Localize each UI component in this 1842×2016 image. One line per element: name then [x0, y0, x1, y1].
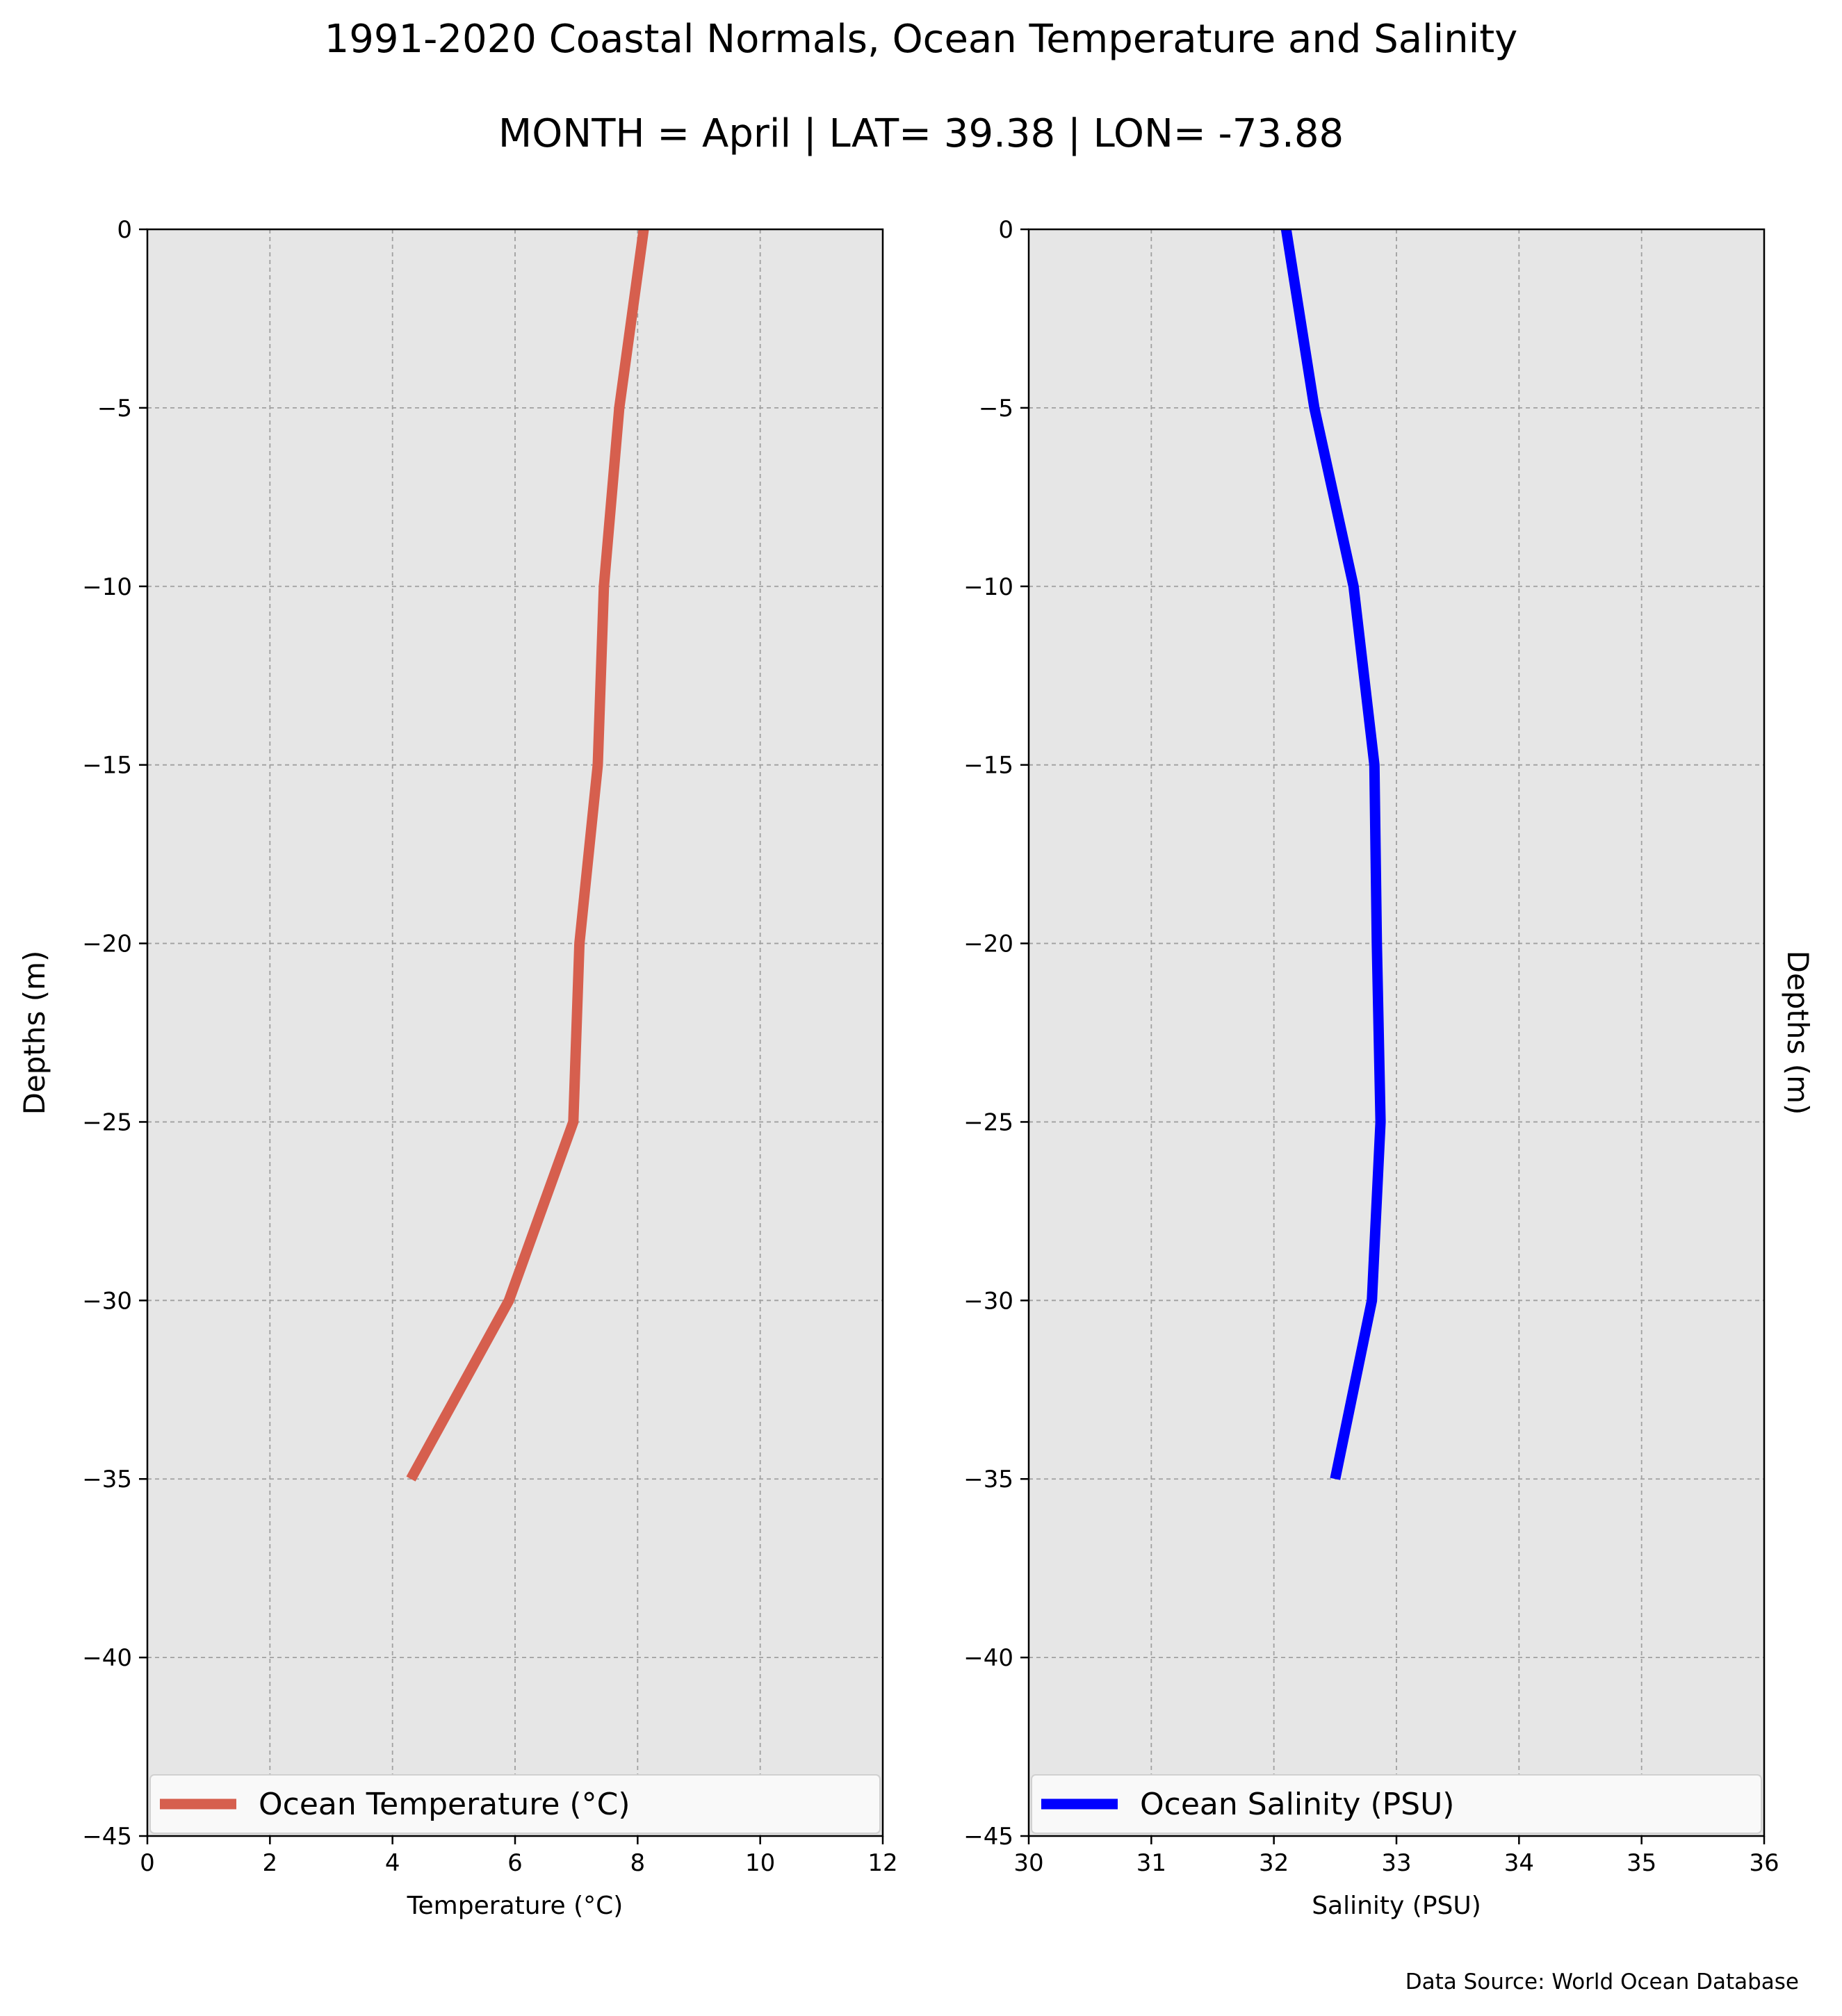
panel2-series-line [1280, 228, 1386, 1480]
panel1-y-tick-label: −25 [82, 1108, 132, 1136]
panel2-x-tick-label: 31 [1136, 1849, 1166, 1877]
panel2-y-tick-label: −20 [963, 931, 1013, 958]
panel2-legend-box [1031, 1774, 1762, 1834]
chart-canvas: 0 2 4 6 8 10 12 0 −5 −10 −15 −20 −25 −30 −35 −40 −45 Temp… [17, 216, 1815, 1920]
panel1-x-tick-label: 2 [263, 1849, 278, 1877]
panel2-x-tick-label: 33 [1381, 1849, 1411, 1877]
panel2-y-axis-label: Depths (m) [1781, 951, 1815, 1115]
panel1-legend-box [149, 1774, 881, 1834]
panel1-y-tick-label: 0 [117, 216, 132, 244]
panel2-x-tick-label: 34 [1504, 1849, 1534, 1877]
panel1-x-tick-label: 10 [745, 1849, 775, 1877]
panel2-x-axis-label: Salinity (PSU) [1312, 1892, 1481, 1920]
panel2-y-tick-label: −35 [963, 1466, 1013, 1493]
panel1-x-axis-label: Temperature (°C) [407, 1892, 623, 1920]
chart-subtitle: MONTH = April | LAT= 39.38 | LON= -73.88 [498, 111, 1344, 156]
panel2-x-tick-label: 35 [1627, 1849, 1656, 1877]
panel1-y-tick-label: −30 [82, 1287, 132, 1315]
panel2-y-tick-label: −15 [963, 752, 1013, 780]
data-source-note: Data Source: World Ocean Database [1405, 1969, 1799, 1994]
panel2-y-tick-label: −5 [979, 395, 1013, 423]
panel1-x-tick-label: 0 [140, 1849, 155, 1877]
panel1-x-tick-label: 12 [867, 1849, 897, 1877]
panel2-x-tick-label: 30 [1013, 1849, 1043, 1877]
panel1-series-line [406, 228, 649, 1482]
panel1-y-tick-label: −5 [97, 395, 132, 423]
panel1-x-tick-label: 8 [630, 1849, 646, 1877]
panel1-x-tick-label: 6 [507, 1849, 523, 1877]
panel1-x-tick-label: 4 [385, 1849, 400, 1877]
panel1-y-tick-label: −40 [82, 1644, 132, 1672]
panel2-y-tick-label: −40 [963, 1644, 1013, 1672]
panel1-legend-label: Ocean Temperature (°C) [259, 1787, 630, 1822]
panel1-y-tick-label: −20 [82, 931, 132, 958]
panel1-y-tick-label: −15 [82, 752, 132, 780]
panel1-y-axis-label: Depths (m) [17, 951, 51, 1115]
chart-title: 1991-2020 Coastal Normals, Ocean Tempera… [324, 17, 1518, 62]
panel2-x-tick-label: 36 [1749, 1849, 1779, 1877]
panel1-y-tick-label: −45 [82, 1823, 132, 1851]
panel2-legend-label: Ocean Salinity (PSU) [1140, 1787, 1454, 1822]
panel2-y-tick-label: −25 [963, 1108, 1013, 1136]
panel2-y-tick-label: −45 [963, 1823, 1013, 1851]
panel2-y-tick-label: −30 [963, 1287, 1013, 1315]
panel2-y-tick-label: 0 [998, 216, 1013, 244]
panel2-x-tick-label: 32 [1259, 1849, 1289, 1877]
panel1-y-tick-label: −10 [82, 573, 132, 601]
panel1-y-tick-label: −35 [82, 1466, 132, 1493]
panel2-y-tick-label: −10 [963, 573, 1013, 601]
